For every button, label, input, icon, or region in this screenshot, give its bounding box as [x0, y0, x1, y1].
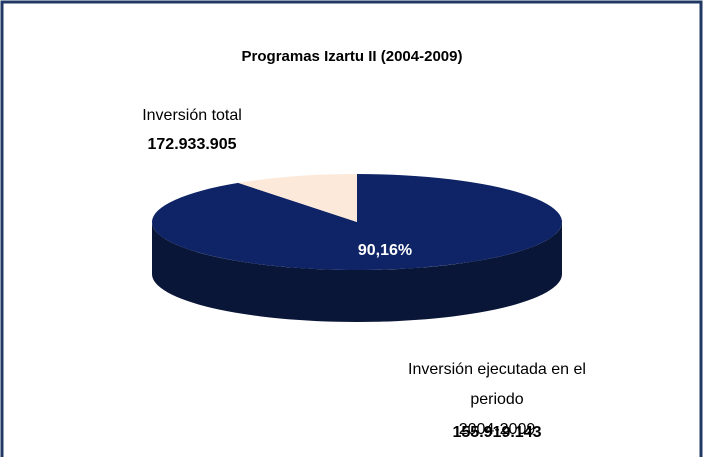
slice-amount: 155.919.143: [452, 424, 542, 441]
slice: [238, 174, 357, 222]
slice-amount: 172.933.905: [147, 136, 237, 153]
slice-label: Inversión total: [142, 107, 242, 124]
chart-title: Programas Izartu II (2004-2009): [241, 48, 463, 65]
slice-side: [152, 222, 562, 322]
slice: [151, 174, 562, 270]
value-label: 90,16%: [358, 242, 412, 259]
slice-label: Inversión ejecutada en el periodo 2004-2…: [408, 361, 586, 438]
